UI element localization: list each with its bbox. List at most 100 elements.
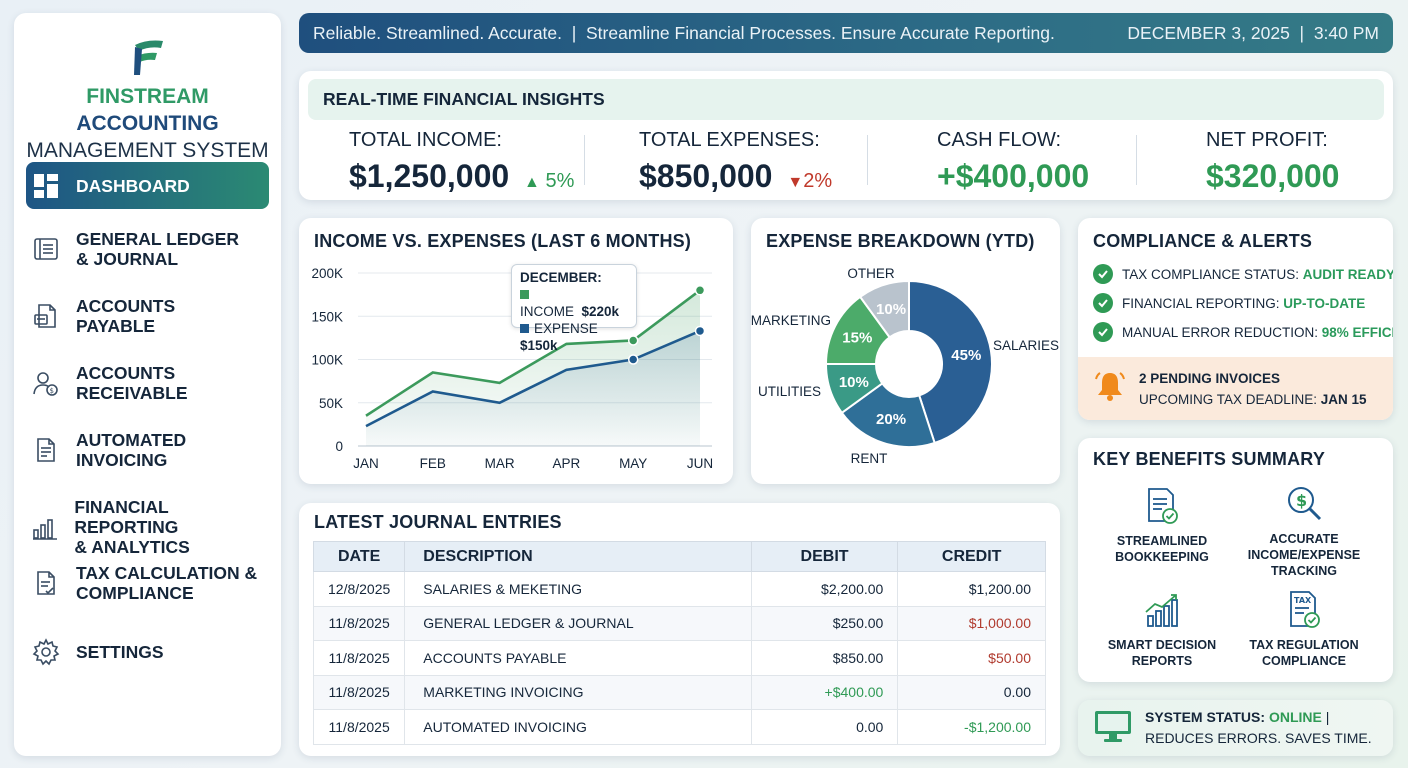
column-header-date[interactable]: DATE (312, 541, 406, 572)
y-tick-label: 100K (311, 353, 343, 368)
tooltip-title: DECEMBER: (520, 270, 602, 285)
check-icon (1093, 264, 1113, 284)
table-row[interactable]: 11/8/2025 MARKETING INVOICING +$400.00 0.00 (312, 674, 1046, 710)
bar-chart-icon (26, 513, 64, 541)
y-tick-label: 200K (311, 266, 343, 281)
header-datetime: DECEMBER 3, 2025 | 3:40 PM (1127, 22, 1379, 43)
compliance-alerts-card: COMPLIANCE & ALERTS TAX COMPLIANCE STATU… (1078, 218, 1393, 420)
metric-total-expenses: TOTAL EXPENSES: $850,000 ▼2% (639, 129, 832, 195)
tax-document-icon (26, 569, 66, 597)
header-tagline: Reliable. Streamlined. Accurate. | Strea… (313, 22, 1055, 43)
metric-value: $850,000 (639, 158, 773, 194)
slice-percent-label: 10% (876, 301, 906, 318)
slice-other[interactable] (858, 279, 910, 339)
income-swatch (520, 290, 529, 299)
slice-rent[interactable] (840, 382, 936, 448)
table-row[interactable]: 11/8/2025 AUTOMATED INVOICING 0.00 -$1,200.… (312, 709, 1046, 745)
slice-category-label: SALARIES (993, 338, 1059, 353)
data-point-income[interactable] (694, 285, 706, 296)
pending-alert[interactable]: 2 PENDING INVOICES UPCOMING TAX DEADLINE… (1078, 357, 1393, 420)
income-expenses-chart-card: INCOME VS. EXPENSES (LAST 6 MONTHS) 0 50K… (299, 218, 733, 484)
sidebar: FINSTREAM ACCOUNTING MANAGEMENT SYSTEM D… (14, 13, 281, 756)
gear-icon (26, 638, 66, 666)
ledger-icon (26, 235, 66, 263)
cell-date: 11/8/2025 (312, 605, 406, 641)
cell-credit: -$1,200.00 (897, 709, 1046, 745)
benefit-streamlined-bookkeeping: STREAMLINED BOOKKEEPING (1092, 484, 1232, 565)
compliance-label: FINANCIAL REPORTING: (1122, 295, 1284, 311)
sidebar-item-label: FINANCIAL REPORTING & ANALYTICS (74, 497, 190, 557)
x-tick-label: FEB (420, 456, 446, 471)
dashboard-icon (26, 173, 66, 199)
table-row[interactable]: 12/8/2025 SALARIES & MEKETING $2,200.00 $1,… (312, 571, 1046, 607)
data-point-expense[interactable] (694, 325, 706, 337)
metric-value: $1,250,000 (349, 158, 510, 194)
data-point-income[interactable] (627, 335, 639, 346)
status-label: SYSTEM STATUS: (1145, 709, 1269, 725)
compliance-title: COMPLIANCE & ALERTS (1093, 231, 1313, 251)
delta-value: 2% (803, 170, 833, 192)
metric-label: TOTAL INCOME: (349, 129, 502, 151)
sidebar-item-general-ledger[interactable]: GENERAL LEDGER & JOURNAL (26, 229, 269, 269)
income-expenses-line-chart: 0 50K 100K 150K 200K JAN FEB MAR APR MAY JUN (311, 266, 713, 471)
financial-insights-panel: REAL-TIME FINANCIAL INSIGHTS TOTAL INCOM… (299, 71, 1393, 200)
metric-label: CASH FLOW: (937, 129, 1062, 151)
svg-text:$: $ (1296, 491, 1307, 510)
monitor-icon (1093, 709, 1133, 748)
slice-category-label: MARKETING (751, 313, 831, 328)
benefit-label: STREAMLINED BOOKKEEPING (1115, 534, 1209, 564)
sidebar-item-financial-reporting[interactable]: FINANCIAL REPORTING & ANALYTICS (26, 497, 269, 557)
compliance-value: UP-TO-DATE (1283, 295, 1366, 311)
system-status-card: SYSTEM STATUS: ONLINE | REDUCES ERRORS. … (1078, 700, 1393, 756)
table-row[interactable]: 11/8/2025 ACCOUNTS PAYABLE $850.00 $50.00 (312, 640, 1046, 676)
check-icon (1093, 293, 1113, 313)
compliance-item: MANUAL ERROR REDUCTION: 98% EFFICIENCY (1093, 322, 1393, 342)
receivable-icon: $ (26, 369, 66, 397)
compliance-label: MANUAL ERROR REDUCTION: (1122, 324, 1322, 340)
expense-breakdown-donut-chart: 45% SALARIES 20% RENT 10% UTILITIES 15% MARKETI… (751, 266, 1059, 466)
benefit-tax-regulation-compliance: TAX TAX REGULATION COMPLIANCE (1234, 588, 1374, 669)
sidebar-item-label: SETTINGS (76, 642, 164, 662)
cell-date: 11/8/2025 (312, 674, 406, 710)
cell-description: MARKETING INVOICING (404, 674, 752, 710)
table-row[interactable]: 11/8/2025 GENERAL LEDGER & JOURNAL $250.00… (312, 605, 1046, 641)
column-header-debit[interactable]: DEBIT (750, 541, 899, 572)
svg-text:TAX: TAX (1294, 596, 1312, 605)
sidebar-item-accounts-receivable[interactable]: $ ACCOUNTS RECEIVABLE (26, 363, 269, 403)
tooltip-expense-value: $150k (520, 338, 558, 353)
x-tick-label: MAR (485, 456, 515, 471)
brand-subtitle: MANAGEMENT SYSTEM (26, 139, 269, 162)
series-line-expense (365, 329, 701, 428)
sidebar-item-automated-invoicing[interactable]: AUTOMATED INVOICING (26, 430, 269, 470)
metric-label: TOTAL EXPENSES: (639, 129, 820, 151)
column-header-description[interactable]: DESCRIPTION (404, 541, 752, 572)
bell-icon (1093, 369, 1127, 408)
x-tick-label: MAY (619, 456, 647, 471)
sidebar-item-tax-calculation[interactable]: TAX CALCULATION & COMPLIANCE (26, 563, 269, 603)
compliance-item: TAX COMPLIANCE STATUS: AUDIT READY (1093, 264, 1393, 284)
tooltip-expense-label: EXPENSE (534, 321, 598, 336)
metric-label: NET PROFIT: (1206, 129, 1328, 151)
delta-value: 5% (545, 170, 575, 192)
brand-name-part: ACCOUNTING (76, 112, 219, 135)
sidebar-item-dashboard[interactable]: DASHBOARD (26, 162, 269, 209)
slice-category-label: OTHER (847, 266, 895, 281)
slice-salaries[interactable] (908, 279, 993, 445)
data-point-expense[interactable] (627, 354, 639, 365)
payable-icon (26, 302, 66, 330)
divider (584, 135, 585, 185)
sidebar-item-label: TAX CALCULATION & COMPLIANCE (76, 563, 258, 603)
column-header-credit[interactable]: CREDIT (897, 541, 1046, 572)
metric-value: $320,000 (1206, 158, 1340, 194)
journal-title: LATEST JOURNAL ENTRIES (314, 512, 562, 532)
journal-table: DATE DESCRIPTION DEBIT CREDIT 12/8/2025 S… (312, 541, 1046, 745)
sidebar-item-accounts-payable[interactable]: ACCOUNTS PAYABLE (26, 296, 269, 336)
compliance-label: TAX COMPLIANCE STATUS: (1122, 266, 1303, 282)
series-area-expense (366, 330, 700, 446)
cell-credit: $1,000.00 (897, 605, 1046, 641)
tooltip-income-value: $220k (581, 304, 620, 319)
sidebar-item-label: GENERAL LEDGER & JOURNAL (76, 229, 240, 269)
finstream-logo-icon (134, 40, 163, 75)
sidebar-item-settings[interactable]: SETTINGS (26, 638, 269, 666)
chart-title: EXPENSE BREAKDOWN (YTD) (766, 231, 1035, 251)
